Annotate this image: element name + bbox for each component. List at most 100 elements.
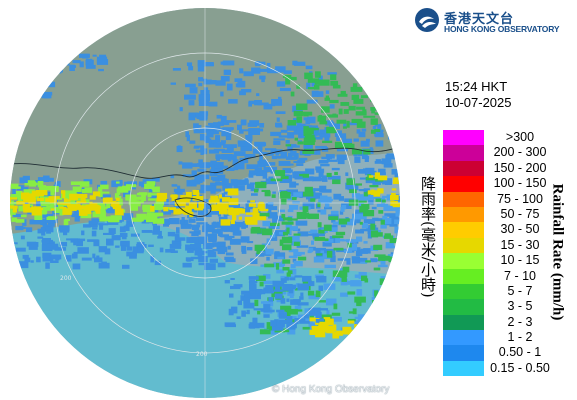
radar-echo-cell (375, 198, 382, 202)
radar-echo-cell (171, 233, 180, 237)
radar-echo-cell (205, 185, 217, 192)
radar-map-svg: 200 200 (10, 8, 404, 398)
radar-echo-cell (92, 211, 103, 218)
radar-echo-cell (289, 295, 294, 299)
radar-echo-cell (330, 317, 342, 322)
radar-echo-cell (222, 144, 227, 148)
radar-echo-cell (321, 106, 330, 113)
radar-echo-cell (286, 125, 297, 131)
radar-echo-cell (43, 91, 53, 96)
radar-echo-cell (142, 179, 149, 183)
radar-echo-cell (391, 188, 397, 191)
radar-echo-cell (47, 66, 59, 74)
radar-echo-cell (163, 222, 169, 227)
radar-echo-cell (210, 202, 215, 206)
radar-echo-cell (76, 203, 81, 207)
radar-echo-cell (41, 69, 49, 76)
radar-echo-cell (100, 184, 109, 190)
radar-echo-cell (265, 152, 274, 156)
radar-echo-cell (64, 218, 70, 221)
radar-echo-cell (202, 62, 214, 67)
radar-echo-cell (281, 221, 294, 225)
radar-echo-cell (315, 318, 320, 323)
radar-echo-cell (367, 232, 372, 239)
radar-echo-cell (99, 216, 106, 222)
radar-echo-cell (340, 292, 348, 297)
radar-echo-cell (299, 296, 304, 300)
radar-echo-cell (191, 170, 197, 178)
radar-echo-cell (203, 162, 212, 167)
radar-echo-cell (340, 90, 346, 95)
radar-echo-cell (282, 231, 288, 236)
radar-echo-cell (22, 204, 30, 210)
radar-echo-cell (191, 179, 198, 185)
radar-echo-cell (47, 222, 55, 227)
radar-echo-cell (342, 138, 352, 145)
radar-echo-cell (320, 323, 325, 328)
radar-echo-cell (214, 162, 224, 169)
radar-echo-cell (289, 218, 298, 221)
radar-echo-cell (351, 148, 363, 155)
radar-echo-cell (365, 77, 375, 82)
radar-echo-cell (76, 200, 87, 204)
radar-echo-cell (373, 78, 382, 83)
radar-echo-cell (229, 293, 234, 298)
radar-echo-cell (185, 257, 194, 262)
radar-echo-cell (303, 137, 316, 143)
radar-echo-cell (15, 247, 26, 252)
radar-echo-cell (30, 260, 34, 263)
radar-echo-cell (193, 129, 205, 134)
radar-echo-cell (239, 68, 244, 74)
radar-echo-cell (329, 104, 335, 109)
radar-echo-cell (347, 291, 356, 295)
radar-echo-cell (237, 124, 242, 131)
radar-echo-cell (281, 214, 286, 218)
radar-echo-cell (147, 186, 154, 189)
radar-echo-cell (337, 258, 347, 261)
radar-echo-cell (120, 241, 127, 246)
radar-echo-cell (325, 120, 334, 126)
radar-echo-cell (374, 124, 379, 127)
radar-echo-cell (287, 132, 295, 139)
radar-echo-cell (293, 153, 299, 160)
radar-echo-cell (285, 79, 291, 85)
radar-echo-cell (326, 298, 337, 306)
radar-echo-cell (280, 129, 288, 133)
legend-swatch (443, 283, 484, 300)
radar-echo-cell (342, 239, 349, 242)
legend-range-label: 0.50 - 1 (498, 345, 542, 360)
radar-echo-cell (126, 184, 137, 188)
radar-echo-cell (137, 196, 145, 199)
radar-echo-cell (84, 187, 93, 193)
radar-echo-cell (380, 259, 386, 265)
radar-echo-cell (314, 84, 320, 90)
radar-echo-cell (250, 293, 261, 300)
radar-echo-cell (371, 305, 382, 309)
radar-echo-cell (198, 115, 204, 120)
radar-echo-cell (349, 239, 357, 243)
radar-echo-cell (332, 331, 340, 339)
radar-echo-cell (325, 154, 335, 159)
radar-echo-cell (313, 328, 320, 331)
legend-swatch (443, 130, 484, 146)
radar-echo-cell (154, 203, 164, 208)
radar-echo-cell (154, 260, 161, 266)
radar-echo-cell (255, 289, 266, 295)
radar-echo-cell (103, 216, 110, 222)
radar-echo-cell (294, 183, 299, 186)
radar-echo-cell (403, 155, 404, 161)
radar-echo-cell (263, 167, 276, 172)
radar-echo-cell (351, 94, 359, 100)
radar-echo-cell (167, 231, 176, 237)
radar-echo-cell (278, 312, 287, 319)
radar-echo-cell (84, 194, 88, 199)
radar-echo-cell (270, 236, 278, 241)
radar-echo-cell (307, 213, 319, 219)
radar-echo-cell (296, 116, 303, 123)
radar-echo-cell (308, 247, 314, 253)
radar-echo-cell (179, 107, 183, 112)
radar-echo-cell (250, 228, 262, 234)
radar-echo-cell (294, 251, 305, 255)
radar-echo-cell (146, 215, 158, 223)
radar-echo-cell (270, 320, 277, 327)
